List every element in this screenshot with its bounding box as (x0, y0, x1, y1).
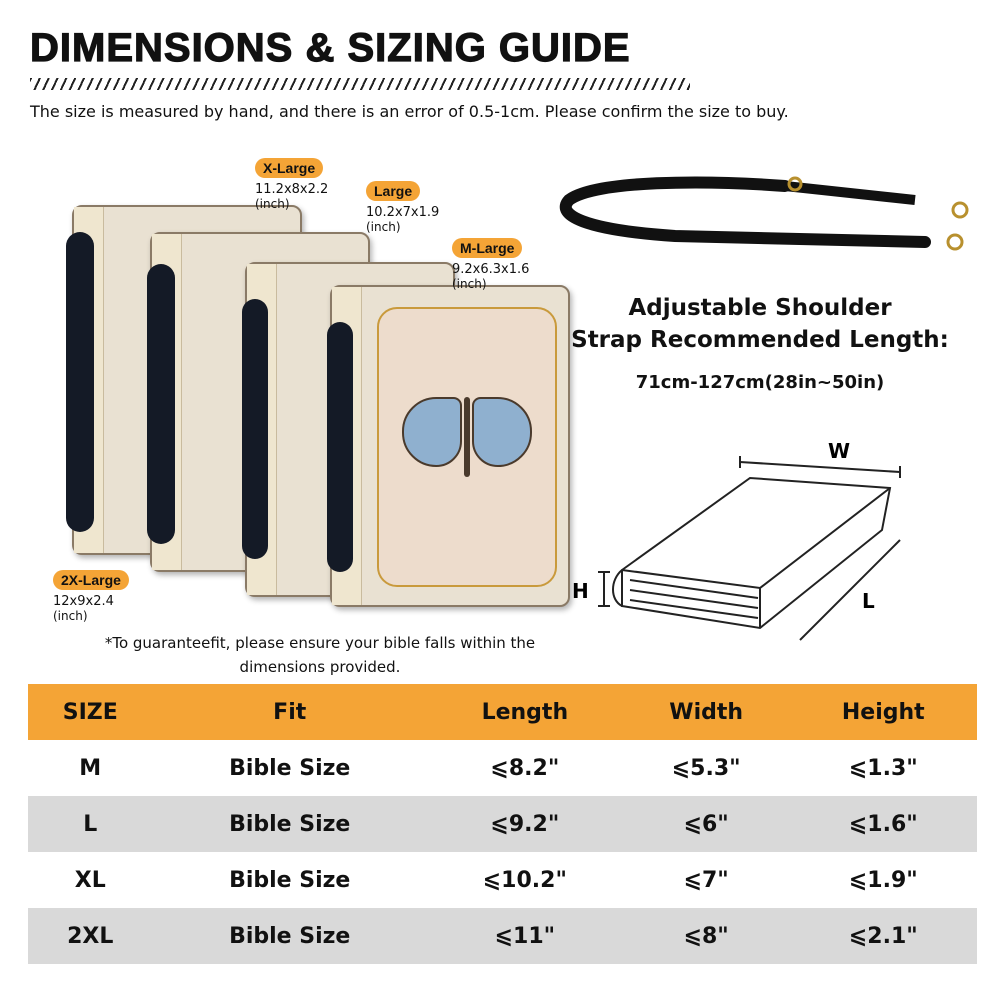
size-table: SIZE Fit Length Width Height M Bible Size… (28, 684, 977, 964)
shoulder-strap-image (559, 176, 969, 251)
table-cell: Bible Size (152, 796, 427, 852)
table-row: 2XL Bible Size ⩽11" ⩽8" ⩽2.1" (28, 908, 977, 964)
table-row: M Bible Size ⩽8.2" ⩽5.3" ⩽1.3" (28, 740, 977, 796)
table-row: L Bible Size ⩽9.2" ⩽6" ⩽1.6" (28, 796, 977, 852)
table-cell: ⩽6" (622, 796, 790, 852)
table-cell: ⩽5.3" (671, 755, 741, 781)
hatched-divider (30, 78, 690, 90)
table-cell: ⩽9.2" (426, 796, 623, 852)
table-cell: ⩽1.3" (848, 755, 918, 781)
book-dimension-diagram: W H L (572, 439, 901, 641)
table-cell: 2XL (28, 908, 153, 964)
header-length: Length (426, 684, 623, 740)
fit-note: *To guaranteefit, please ensure your bib… (104, 634, 536, 676)
strap-length: 71cm-127cm(28in~50in) (635, 372, 885, 393)
subtitle: The size is measured by hand, and there … (30, 102, 789, 121)
table-cell: ⩽1.6" (789, 796, 977, 852)
header-width: Width (622, 684, 790, 740)
table-row: XL Bible Size ⩽10.2" ⩽7" ⩽1.9" (28, 852, 977, 908)
strap-title: Adjustable Shoulder Strap Recommended Le… (571, 295, 949, 353)
page-title: DIMENSIONS & SIZING GUIDE (29, 25, 631, 70)
header-fit: Fit (152, 684, 427, 740)
size-label-xl: X-Large 11.2x8x2.2 (inch) (255, 158, 329, 211)
table-cell: ⩽8" (622, 908, 790, 964)
table-cell: ⩽8.2" (490, 755, 560, 781)
table-cell: ⩽2.1" (789, 908, 977, 964)
width-label: W (828, 439, 850, 463)
height-label: H (572, 579, 589, 603)
length-label: L (862, 589, 875, 613)
header-height: Height (789, 684, 977, 740)
table-cell: M (79, 755, 102, 781)
table-cell: ⩽11" (426, 908, 623, 964)
table-cell: Bible Size (229, 867, 351, 893)
table-cell: L (28, 796, 153, 852)
table-cell: ⩽1.9" (848, 867, 918, 893)
book-m (327, 285, 570, 607)
size-label-l: Large 10.2x7x1.9 (inch) (366, 181, 440, 234)
size-label-ml: M-Large 9.2x6.3x1.6 (inch) (452, 238, 530, 291)
header-size: SIZE (28, 684, 153, 740)
table-cell: XL (74, 867, 106, 893)
table-cell: ⩽10.2" (482, 867, 567, 893)
table-cell: ⩽7" (683, 867, 729, 893)
table-cell: Bible Size (229, 755, 351, 781)
size-label-2xl: 2X-Large 12x9x2.4 (inch) (53, 570, 129, 623)
table-cell: Bible Size (152, 908, 427, 964)
